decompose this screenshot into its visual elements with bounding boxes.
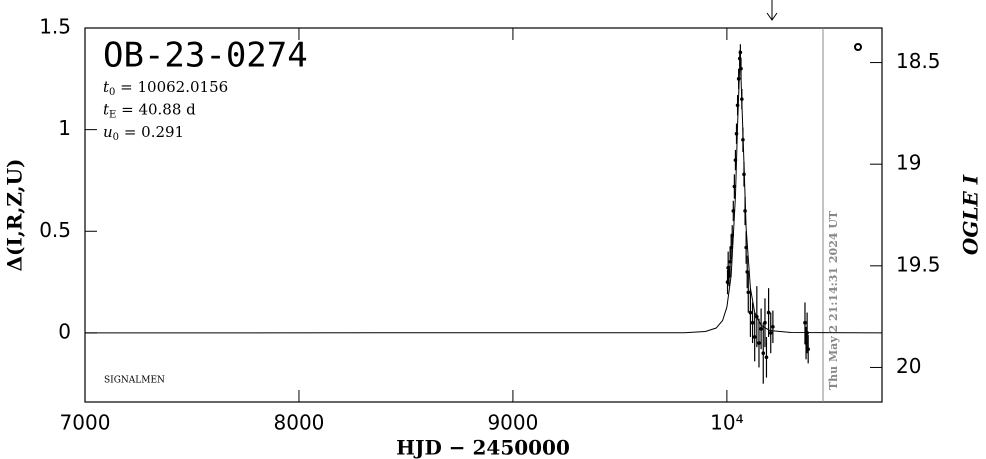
data-point <box>755 314 759 319</box>
annotation: SIGNALMEN <box>104 376 165 386</box>
y-tick-label: 0 <box>58 319 71 343</box>
y2-tick-label: 19.5 <box>896 252 941 276</box>
data-point <box>761 351 766 356</box>
data-point <box>805 331 809 335</box>
param-text: = 10062.0156 <box>115 78 228 96</box>
data-point <box>738 50 743 55</box>
data-point <box>768 331 773 335</box>
arrow-head <box>766 12 778 21</box>
data-point <box>757 341 761 345</box>
data-point <box>730 233 735 238</box>
data-point <box>748 310 753 315</box>
x-axis-label: HJD − 2450000 <box>396 436 570 459</box>
data-point <box>766 310 771 315</box>
plot-frame <box>84 27 883 403</box>
y2-tick-label: 20 <box>896 354 921 378</box>
data-point <box>806 347 810 351</box>
data-point <box>744 245 748 250</box>
x-tick-label: 8000 <box>274 411 325 435</box>
param: u0 = 0.291 <box>103 123 184 143</box>
param-sub: 0 <box>109 87 115 98</box>
symbol <box>854 43 862 51</box>
param-text: = 0.291 <box>119 123 184 141</box>
data-point <box>759 327 763 331</box>
y2-tick-label: 18.5 <box>896 49 941 73</box>
data-point <box>739 66 743 71</box>
data-point <box>733 158 738 162</box>
data-point <box>734 131 739 136</box>
param: tE = 40.88 d <box>103 101 196 121</box>
data-point <box>746 290 751 295</box>
data-point <box>736 77 741 81</box>
data-point <box>743 209 747 213</box>
param-sub: 0 <box>113 132 119 143</box>
data-point <box>764 355 769 360</box>
y-tick-label: 0.5 <box>39 218 71 242</box>
data-point <box>803 320 807 325</box>
x-tick-label: 9000 <box>487 411 538 435</box>
data-point <box>735 103 740 108</box>
chart-title: OB-23-0274 <box>103 36 308 76</box>
param: t0 = 10062.0156 <box>103 78 228 98</box>
data-point <box>763 320 767 325</box>
data-point <box>741 137 745 142</box>
x-tick-label: 7000 <box>60 411 111 435</box>
param-symbol: t <box>103 101 110 119</box>
param-sub: E <box>109 109 116 120</box>
data-point <box>752 335 757 339</box>
data-point <box>771 324 775 329</box>
data-point <box>750 320 755 325</box>
param-text: = 40.88 d <box>116 101 196 119</box>
y-axis-label: Δ(I,R,Z,U) <box>3 159 27 272</box>
data-point <box>729 245 733 250</box>
y2-axis-label: OGLE I <box>959 174 983 255</box>
data-point <box>731 209 736 213</box>
y2-tick-label: 19 <box>896 151 921 175</box>
timestamp: Thu May 2 21:14:31 2024 UT <box>827 210 840 390</box>
y-tick-label: 1.5 <box>39 15 71 39</box>
x-tick-label: 10⁴ <box>710 411 743 435</box>
y-tick-label: 1 <box>58 116 71 140</box>
param-symbol: u <box>103 123 113 141</box>
data-point <box>742 172 746 177</box>
data-point <box>732 184 737 189</box>
data-point <box>740 97 744 101</box>
data-point <box>728 259 732 264</box>
param-symbol: t <box>103 78 110 96</box>
